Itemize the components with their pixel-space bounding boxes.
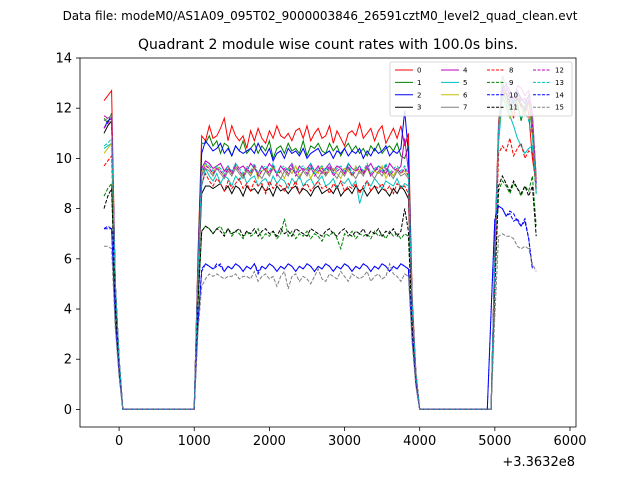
y-tick-label: 0: [64, 403, 72, 418]
y-tick-label: 10: [55, 152, 72, 167]
legend-label-6: 6: [463, 91, 468, 99]
y-tick-label: 14: [55, 52, 72, 67]
legend-frame: [389, 61, 573, 117]
suptitle: Data file: modeM0/AS1A09_095T02_90000038…: [63, 9, 578, 23]
y-axis: 0 2 4 6 8 10 12 14: [55, 52, 80, 418]
legend-label-5: 5: [463, 79, 467, 87]
legend-label-4: 4: [463, 67, 468, 75]
legend-label-10: 10: [509, 91, 518, 99]
chart-title: Quadrant 2 module wise count rates with …: [138, 37, 518, 53]
legend-label-8: 8: [509, 67, 513, 75]
plot-lines: [103, 75, 537, 410]
y-tick-label: 8: [64, 202, 72, 217]
legend-label-7: 7: [463, 104, 467, 112]
x-tick-label: 1000: [178, 434, 211, 449]
x-offset-label: +3.3632e8: [502, 455, 575, 470]
legend-label-11: 11: [509, 104, 518, 112]
y-tick-label: 2: [64, 353, 72, 368]
x-tick-label: 4000: [403, 434, 436, 449]
legend-label-2: 2: [417, 91, 421, 99]
x-axis: 0 1000 2000 3000 4000 5000 6000: [115, 427, 587, 449]
x-tick-label: 2000: [253, 434, 286, 449]
series-line-14: [103, 205, 533, 410]
y-tick-label: 4: [64, 303, 72, 318]
legend-label-15: 15: [555, 104, 564, 112]
x-tick-label: 6000: [553, 434, 586, 449]
legend-label-3: 3: [417, 104, 421, 112]
y-tick-label: 6: [64, 252, 72, 267]
legend-label-14: 14: [555, 91, 564, 99]
legend-label-1: 1: [417, 79, 421, 87]
legend-label-12: 12: [555, 67, 564, 75]
x-tick-label: 5000: [478, 434, 511, 449]
series-line-11: [103, 174, 537, 410]
legend-label-13: 13: [555, 79, 564, 87]
legend-label-0: 0: [417, 67, 421, 75]
series-line-15: [104, 233, 537, 410]
x-tick-label: 0: [115, 434, 123, 449]
axes-frame: [79, 57, 577, 428]
y-tick-label: 12: [55, 102, 72, 117]
legend-label-9: 9: [509, 79, 513, 87]
x-tick-label: 3000: [328, 434, 361, 449]
